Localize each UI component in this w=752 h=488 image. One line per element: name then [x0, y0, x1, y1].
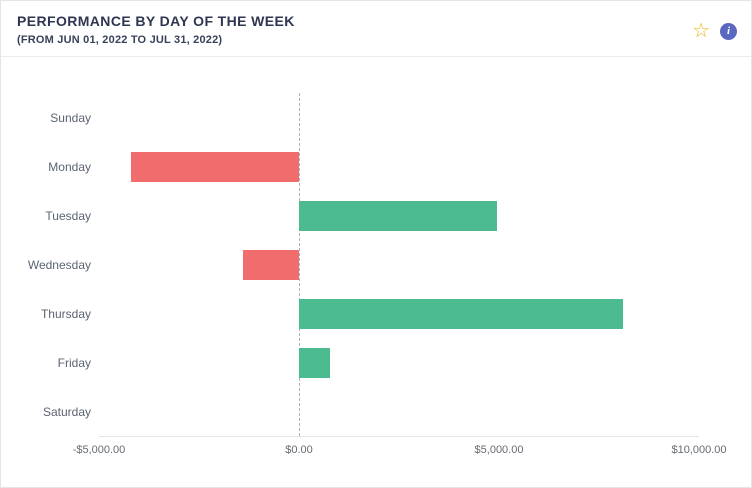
chart-row-monday: Monday: [9, 142, 699, 191]
bar-track-monday: [99, 142, 699, 191]
bar-tuesday[interactable]: [298, 200, 497, 231]
x-tick-label: $10,000.00: [671, 444, 727, 456]
bar-monday[interactable]: [130, 151, 299, 182]
bar-track-sunday: [99, 93, 699, 142]
category-label-saturday: Saturday: [42, 404, 91, 419]
chart-row-wednesday: Wednesday: [9, 240, 699, 289]
bar-chart: Sunday Monday Tuesday Wednesday Thursday Frid…: [9, 93, 727, 467]
category-label-friday: Friday: [57, 355, 91, 370]
chart-row-friday: Friday: [9, 338, 699, 387]
page-title: PERFORMANCE BY DAY OF THE WEEK: [17, 13, 295, 29]
category-label-monday: Monday: [48, 159, 91, 174]
chart-rows: Sunday Monday Tuesday Wednesday Thursday Frid…: [9, 93, 699, 436]
category-label-wednesday: Wednesday: [27, 257, 91, 272]
info-icon[interactable]: i: [720, 22, 737, 40]
x-axis: -$5,000.00 $0.00 $5,000.00 $10,000.00: [73, 436, 727, 467]
category-label-thursday: Thursday: [40, 306, 91, 321]
bar-track-thursday: [99, 289, 699, 338]
chart-row-sunday: Sunday: [9, 93, 699, 142]
chart-row-thursday: Thursday: [9, 289, 699, 338]
bar-track-wednesday: [99, 240, 699, 289]
chart-row-saturday: Saturday: [9, 387, 699, 436]
x-tick-label: $5,000.00: [474, 444, 524, 456]
category-label-tuesday: Tuesday: [45, 208, 91, 223]
bar-friday[interactable]: [298, 347, 330, 378]
star-icon[interactable]: ☆: [692, 20, 710, 42]
category-label-sunday: Sunday: [50, 110, 91, 125]
date-range-subtitle: (FROM JUN 01, 2022 TO JUL 31, 2022): [17, 34, 223, 46]
x-tick-label: $0.00: [285, 444, 313, 456]
chart-row-tuesday: Tuesday: [9, 191, 699, 240]
bar-track-saturday: [99, 387, 699, 436]
card-header: PERFORMANCE BY DAY OF THE WEEK (FROM JUN…: [1, 1, 751, 57]
bar-track-friday: [99, 338, 699, 387]
x-tick-label: -$5,000.00: [72, 444, 126, 456]
header-icons: ☆ i: [692, 21, 737, 41]
bar-thursday[interactable]: [298, 298, 623, 329]
bar-track-tuesday: [99, 191, 699, 240]
bar-wednesday[interactable]: [243, 249, 299, 280]
